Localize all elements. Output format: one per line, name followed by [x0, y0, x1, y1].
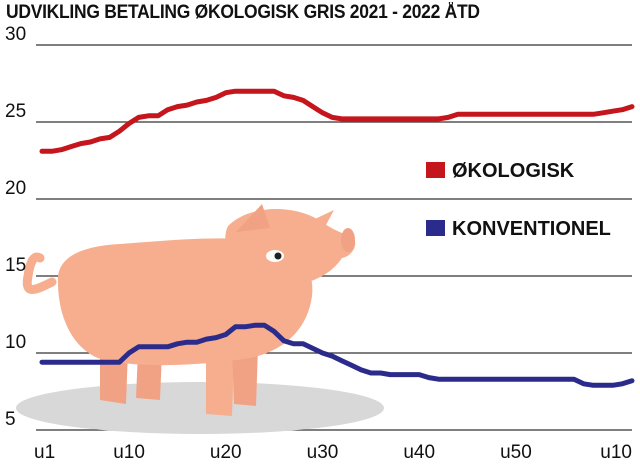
- pig-ear-front: [300, 210, 334, 240]
- pig-snout: [341, 228, 355, 252]
- y-tick-label: 10: [5, 332, 26, 353]
- legend: ØKOLOGISK KONVENTIONEL: [426, 160, 611, 240]
- pig-front-leg-left: [206, 352, 234, 416]
- x-tick-label: u50: [500, 442, 532, 463]
- pig-pupil: [274, 252, 282, 260]
- series-line-conventional: [39, 322, 635, 388]
- legend-swatch: [426, 220, 445, 236]
- legend-label: ØKOLOGISK: [452, 160, 575, 182]
- pig-front-leg-right: [232, 348, 258, 406]
- y-tick-label: 15: [5, 255, 26, 276]
- y-tick-label: 30: [5, 24, 26, 45]
- x-tick-label: u10: [600, 442, 632, 463]
- x-tick-label: u1: [34, 442, 55, 463]
- legend-label: KONVENTIONEL: [452, 218, 611, 240]
- y-tick-label: 5: [5, 409, 16, 430]
- x-tick-label: u20: [210, 442, 242, 463]
- series-line-organic: [39, 88, 635, 154]
- chart-title: UDVIKLING BETALING ØKOLOGISK GRIS 2021 -…: [6, 2, 480, 23]
- y-tick-label: 25: [5, 101, 26, 122]
- gridlines: [36, 44, 632, 431]
- x-axis-ticks: u1 u10 u20 u30 u40 u50 u10: [34, 442, 632, 463]
- legend-swatch: [426, 162, 445, 178]
- x-tick-label: u30: [307, 442, 339, 463]
- y-axis-ticks: 5 10 15 20 25 30: [5, 24, 26, 430]
- pig-illustration: [16, 204, 384, 434]
- pig-shadow: [16, 382, 384, 434]
- pig-tail: [22, 252, 57, 294]
- y-tick-label: 20: [5, 178, 26, 199]
- x-tick-label: u40: [403, 442, 435, 463]
- pig-ear-back: [236, 204, 270, 232]
- series-lines: [39, 88, 635, 388]
- x-tick-label: u10: [113, 442, 145, 463]
- pig-head: [225, 208, 356, 286]
